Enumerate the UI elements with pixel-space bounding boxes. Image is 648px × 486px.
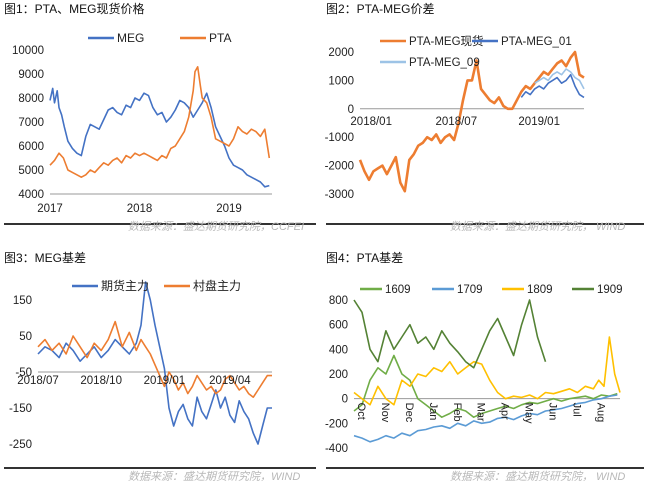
series-line-PTA-MEG_01 bbox=[520, 73, 585, 99]
legend-label-MEG: MEG bbox=[117, 31, 144, 45]
y-tick-label: 7000 bbox=[18, 117, 44, 129]
legend-label-村盘主力: 村盘主力 bbox=[193, 278, 241, 293]
legend-label-PTA: PTA bbox=[209, 31, 231, 45]
series-line-1609 bbox=[353, 354, 618, 418]
y-tick-label: 50 bbox=[19, 331, 32, 343]
series-line-1909 bbox=[353, 299, 547, 369]
y-tick-label: -200 bbox=[325, 418, 348, 430]
panel-2-source: 数据来源：盛达期货研究院， WIND bbox=[450, 221, 626, 233]
x-tick-label: Apr bbox=[499, 403, 511, 420]
x-tick-label: Nov bbox=[379, 403, 391, 423]
y-tick-label: -250 bbox=[9, 439, 32, 451]
x-tick-label: Jul bbox=[570, 403, 582, 417]
chart-pta-meg-spread: -3000 -2000 -1000 0 1000 2000 2018/01 2018/07 20… bbox=[325, 34, 585, 201]
panel-4-divider bbox=[326, 467, 644, 469]
panel-3-divider bbox=[4, 467, 316, 469]
panel-1-title: 图1：PTA、MEG现货价格 bbox=[4, 2, 145, 16]
legend-label-PTA-MEG现货: PTA-MEG现货 bbox=[409, 34, 484, 48]
x-tick-label: Jun bbox=[547, 403, 559, 421]
x-tick-label: Oct bbox=[355, 403, 367, 420]
x-tick-label: 2018/07 bbox=[17, 375, 59, 387]
legend-label-1909: 1909 bbox=[597, 284, 623, 296]
y-tick-label: -1000 bbox=[325, 132, 354, 144]
chart-pta-basis: -400 -200 0 200 400 600 800 Oct Nov Dec Jan Feb Mar A… bbox=[325, 284, 623, 455]
y-tick-label: -3000 bbox=[325, 189, 354, 201]
x-tick-label: 2019/04 bbox=[209, 375, 251, 387]
x-tick-label: 2018 bbox=[127, 203, 153, 215]
x-tick-label: 2018/10 bbox=[80, 375, 122, 387]
y-tick-label: 6000 bbox=[18, 141, 44, 153]
series-line-MEG bbox=[49, 87, 270, 188]
panel-1-divider bbox=[4, 223, 316, 225]
panel-4-source: 数据来源：盛达期货研究院， WIND bbox=[450, 471, 626, 483]
x-tick-label: Feb bbox=[451, 403, 463, 422]
y-tick-label: -400 bbox=[325, 443, 348, 455]
legend-label-1809: 1809 bbox=[527, 284, 553, 296]
y-tick-label: -2000 bbox=[325, 161, 354, 173]
x-tick-label: Mar bbox=[475, 403, 487, 422]
y-tick-label: 600 bbox=[329, 320, 348, 332]
y-tick-label: 1000 bbox=[328, 75, 354, 87]
y-tick-label: 0 bbox=[342, 394, 348, 406]
series-line-1709 bbox=[353, 394, 618, 443]
x-tick-label: 2019/01 bbox=[144, 375, 186, 387]
chart-pta-meg-spot-price: 4000 5000 6000 7000 8000 9000 10000 2017 2018 201… bbox=[12, 31, 272, 215]
legend-label-1609: 1609 bbox=[385, 284, 411, 296]
series-line-PTA bbox=[49, 65, 271, 178]
legend-label-1709: 1709 bbox=[457, 284, 483, 296]
y-tick-label: -50 bbox=[15, 367, 32, 379]
y-tick-label: 10000 bbox=[12, 45, 44, 57]
x-tick-label: May bbox=[523, 403, 535, 424]
y-tick-label: 2000 bbox=[328, 47, 354, 59]
x-tick-label: Aug bbox=[594, 403, 606, 423]
chart-meg-basis: -250 -150 -50 50 150 2018/07 2018/10 2019/01 201… bbox=[9, 278, 272, 451]
x-tick-label: 2019/01 bbox=[518, 116, 560, 128]
series-line-PTA-MEG_09 bbox=[534, 68, 585, 90]
y-tick-label: 0 bbox=[348, 104, 354, 116]
legend-label-PTA-MEG_09: PTA-MEG_09 bbox=[409, 57, 480, 69]
y-tick-label: 800 bbox=[329, 295, 348, 307]
legend-label-期货主力: 期货主力 bbox=[101, 278, 149, 293]
y-tick-label: 8000 bbox=[18, 93, 44, 105]
panel-1-source: 数据来源：盛达期货研究院，CCFEI bbox=[128, 221, 304, 233]
x-tick-label: Dec bbox=[403, 403, 415, 423]
x-tick-label: 2019 bbox=[216, 203, 242, 215]
series-line-PTA-MEG现货 bbox=[358, 50, 585, 193]
panel-3-title: 图3：MEG基差 bbox=[4, 251, 87, 265]
x-tick-label: 2018/01 bbox=[350, 116, 392, 128]
x-tick-label: Jan bbox=[427, 403, 439, 421]
y-tick-label: 9000 bbox=[18, 69, 44, 81]
legend-label-PTA-MEG_01: PTA-MEG_01 bbox=[501, 36, 572, 48]
panel-2-title: 图2：PTA-MEG价差 bbox=[326, 2, 435, 16]
series-line-期货主力 bbox=[37, 281, 272, 445]
x-tick-label: 2018/07 bbox=[436, 116, 478, 128]
y-tick-label: -150 bbox=[9, 403, 32, 415]
series-line-村盘主力 bbox=[37, 320, 272, 398]
panel-4-title: 图4：PTA基差 bbox=[326, 251, 404, 265]
y-tick-label: 150 bbox=[13, 295, 32, 307]
y-tick-label: 200 bbox=[329, 369, 348, 381]
x-tick-label: 2017 bbox=[37, 203, 63, 215]
series-line-1809 bbox=[353, 336, 621, 406]
y-tick-label: 4000 bbox=[18, 189, 44, 201]
panel-3-source: 数据来源：盛达期货研究院，WIND bbox=[128, 471, 301, 483]
y-tick-label: 5000 bbox=[18, 165, 44, 177]
panel-2-divider bbox=[326, 223, 644, 225]
y-tick-label: 400 bbox=[329, 344, 348, 356]
